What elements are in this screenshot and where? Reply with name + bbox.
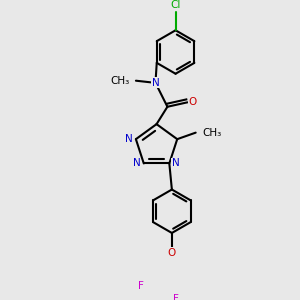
Text: N: N — [125, 134, 133, 144]
Text: CH₃: CH₃ — [110, 76, 130, 86]
Text: O: O — [188, 98, 197, 107]
Text: F: F — [137, 281, 143, 291]
Text: O: O — [168, 248, 176, 258]
Text: N: N — [172, 158, 180, 168]
Text: Cl: Cl — [170, 0, 181, 11]
Text: F: F — [173, 294, 178, 300]
Text: N: N — [133, 158, 141, 168]
Text: N: N — [152, 78, 159, 88]
Text: CH₃: CH₃ — [202, 128, 221, 138]
